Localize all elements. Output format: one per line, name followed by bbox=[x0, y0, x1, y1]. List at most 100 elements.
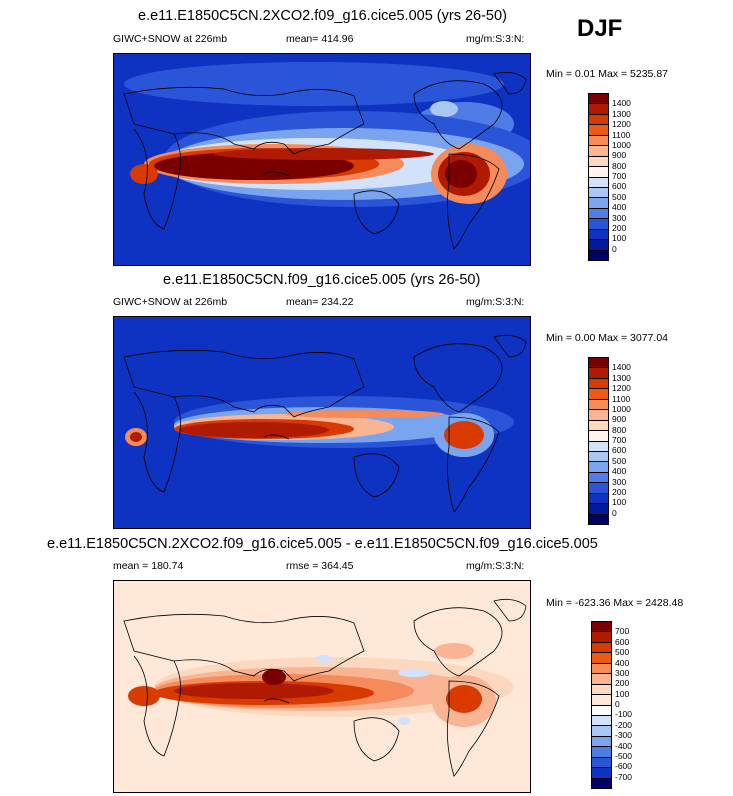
colorbar-tick-label: 0 bbox=[615, 699, 620, 709]
swatch bbox=[589, 451, 608, 463]
swatch bbox=[589, 250, 608, 260]
colorbar-tick-label: 1200 bbox=[612, 119, 631, 130]
panel2-colorbar: 1400 1300 1200 1100 1000 900 800 700 600… bbox=[588, 357, 631, 525]
panel3-colorbar: 700 600 500 400 300 200 100 0 -100 -200 … bbox=[591, 621, 632, 789]
colorbar-tick-label: 400 bbox=[615, 657, 630, 668]
colorbar-tick-label: 0 bbox=[612, 243, 617, 254]
swatch bbox=[592, 674, 611, 685]
panel2-units-label: mg/m:S:3:N: bbox=[466, 296, 525, 308]
swatch bbox=[589, 410, 608, 421]
panel3-minmax-label: Min = -623.36 Max = 2428.48 bbox=[546, 597, 684, 609]
colorbar-tick-label: 1100 bbox=[612, 129, 631, 140]
swatch bbox=[589, 358, 608, 369]
season-label: DJF bbox=[577, 15, 623, 42]
swatch bbox=[592, 695, 611, 706]
swatch bbox=[589, 177, 608, 188]
swatch bbox=[589, 156, 608, 168]
swatch bbox=[589, 441, 608, 452]
panel3-map bbox=[113, 580, 531, 793]
colorbar-tick-label: 300 bbox=[612, 212, 627, 223]
panel1-units-label: mg/m:S:3:N: bbox=[466, 33, 525, 45]
swatch bbox=[589, 472, 608, 484]
colorbar-tick-label: 1300 bbox=[612, 108, 631, 119]
colorbar-tick-label: 1300 bbox=[612, 372, 631, 383]
swatch bbox=[589, 514, 608, 524]
colorbar-tick-label: 1200 bbox=[612, 383, 631, 394]
colorbar-tick-label: 600 bbox=[612, 445, 627, 456]
colorbar-tick-label: -700 bbox=[615, 771, 633, 782]
colorbar-tick-label: 1000 bbox=[612, 403, 631, 414]
colorbar-tick-label: 100 bbox=[612, 497, 627, 508]
panel2-minmax-label: Min = 0.00 Max = 3077.04 bbox=[546, 332, 668, 344]
swatch bbox=[592, 757, 611, 769]
swatch bbox=[589, 104, 608, 115]
colorbar-tick-label: 600 bbox=[615, 636, 630, 647]
swatch bbox=[592, 632, 611, 643]
panel1-minmax-label: Min = 0.01 Max = 5235.87 bbox=[546, 68, 668, 80]
swatch bbox=[589, 431, 608, 442]
swatch bbox=[589, 219, 608, 230]
panel2-title: e.e11.E1850C5CN.f09_g16.cice5.005 (yrs 2… bbox=[163, 272, 481, 288]
colorbar-tick-label: 200 bbox=[612, 486, 627, 497]
swatch bbox=[592, 684, 611, 696]
swatch bbox=[592, 663, 611, 675]
swatch bbox=[589, 240, 608, 251]
swatch bbox=[589, 420, 608, 432]
colorbar-tick-label: 300 bbox=[615, 667, 630, 678]
swatch bbox=[589, 125, 608, 136]
colorbar-tick-label: 700 bbox=[612, 171, 627, 181]
panel2-map bbox=[113, 316, 531, 529]
swatch bbox=[589, 368, 608, 379]
swatch bbox=[589, 187, 608, 199]
swatch bbox=[589, 399, 608, 411]
swatch bbox=[592, 653, 611, 664]
colorbar-tick-label: 200 bbox=[615, 678, 630, 689]
colorbar-tick-label: -500 bbox=[615, 750, 633, 761]
swatch bbox=[592, 622, 611, 633]
swatch bbox=[589, 504, 608, 515]
colorbar-tick-label: -200 bbox=[615, 719, 633, 730]
swatch bbox=[592, 715, 611, 727]
swatch bbox=[589, 167, 608, 178]
panel2-variable-label: GIWC+SNOW at 226mb bbox=[113, 296, 228, 308]
swatch bbox=[589, 493, 608, 505]
colorbar-tick-label: 800 bbox=[612, 160, 627, 171]
swatch bbox=[589, 208, 608, 220]
panel1-colorbar-swatches bbox=[588, 93, 609, 261]
colorbar-tick-label: 400 bbox=[612, 202, 627, 213]
panel3-colorbar-swatches bbox=[591, 621, 612, 789]
colorbar-tick-label: 100 bbox=[612, 233, 627, 244]
panel3-title: e.e11.E1850C5CN.2XCO2.f09_g16.cice5.005 … bbox=[47, 536, 598, 552]
panel1-title: e.e11.E1850C5CN.2XCO2.f09_g16.cice5.005 … bbox=[138, 8, 507, 24]
colorbar-tick-label: 900 bbox=[612, 414, 627, 425]
swatch bbox=[589, 229, 608, 241]
colorbar-tick-label: 500 bbox=[612, 455, 627, 466]
swatch bbox=[589, 146, 608, 157]
colorbar-tick-label: -400 bbox=[615, 740, 633, 751]
swatch bbox=[589, 462, 608, 473]
swatch bbox=[592, 778, 611, 788]
colorbar-tick-label: -100 bbox=[615, 709, 633, 720]
swatch bbox=[592, 705, 611, 716]
panel3-rmse-label: rmse = 364.45 bbox=[286, 560, 354, 572]
panel3-mean-label: mean = 180.74 bbox=[113, 560, 184, 572]
swatch bbox=[592, 768, 611, 779]
colorbar-tick-label: -300 bbox=[615, 730, 633, 741]
panel2-mean-label: mean= 234.22 bbox=[286, 296, 354, 308]
colorbar-tick-label: 600 bbox=[612, 181, 627, 192]
colorbar-tick-label: 100 bbox=[615, 688, 630, 699]
swatch bbox=[589, 483, 608, 494]
swatch bbox=[589, 94, 608, 105]
colorbar-tick-label: 900 bbox=[612, 150, 627, 161]
swatch bbox=[589, 135, 608, 147]
swatch bbox=[592, 747, 611, 758]
colorbar-tick-label: 500 bbox=[612, 191, 627, 202]
panel2-colorbar-swatches bbox=[588, 357, 609, 525]
colorbar-tick-label: 300 bbox=[612, 476, 627, 487]
panel1-colorbar: 1400 1300 1200 1100 1000 900 800 700 600… bbox=[588, 93, 631, 261]
colorbar-tick-label: 0 bbox=[612, 507, 617, 518]
swatch bbox=[592, 736, 611, 748]
panel1-mean-label: mean= 414.96 bbox=[286, 33, 354, 45]
swatch bbox=[589, 389, 608, 400]
swatch bbox=[589, 378, 608, 390]
